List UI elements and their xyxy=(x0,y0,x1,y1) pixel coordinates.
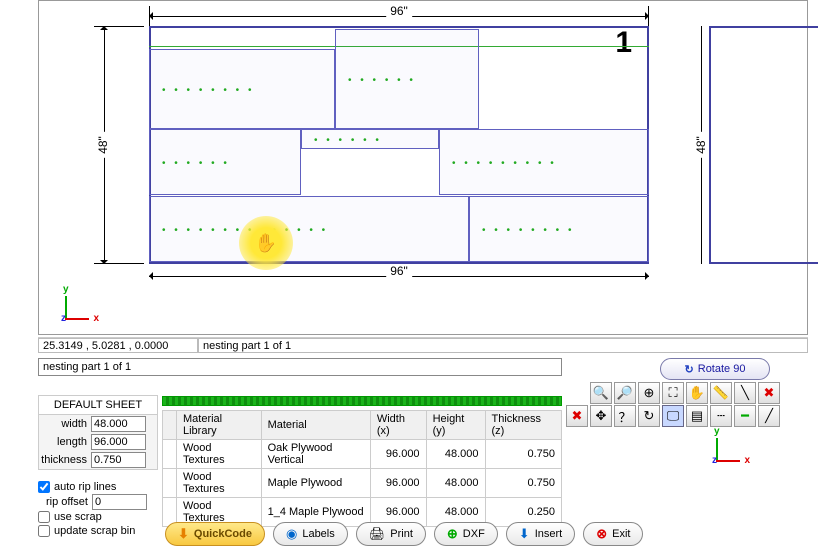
nested-part[interactable]: • • • • • • • • xyxy=(469,196,649,262)
label-icon: ◉ xyxy=(286,526,297,542)
nested-part[interactable]: • • • • • • • • • • • • • • xyxy=(149,196,469,262)
status-bar: 25.3149 , 5.0281 , 0.0000 nesting part 1… xyxy=(38,337,808,353)
rotate-label: Rotate 90 xyxy=(698,363,746,375)
pan-button[interactable]: ✋ xyxy=(686,382,708,404)
width-input[interactable] xyxy=(91,416,146,432)
green-line-button[interactable]: ━ xyxy=(734,405,756,427)
dim-height-label: 48" xyxy=(96,132,110,158)
col-width: Width (x) xyxy=(370,411,426,440)
delete-button[interactable]: ✖ xyxy=(758,382,780,404)
dimension-left: 48" xyxy=(94,26,114,264)
zoom-extents-button[interactable]: ⊕ xyxy=(638,382,660,404)
dimension-left-2: 48" xyxy=(692,26,710,264)
view-toolbar-1: 🔍 🔎 ⊕ ⛶ ✋ 📏 ╲ ✖ xyxy=(590,382,780,404)
rotate-90-button[interactable]: ↻ Rotate 90 xyxy=(660,358,770,380)
nesting-progress-field xyxy=(38,358,562,376)
progress-bar xyxy=(162,396,562,406)
drill-holes: • • • • • • xyxy=(348,76,416,86)
axis-gizmo-panel: z xyxy=(694,428,738,472)
nested-part[interactable]: • • • • • • xyxy=(149,129,301,195)
layers-button[interactable]: ▤ xyxy=(686,405,708,427)
exit-button[interactable]: ⊗Exit xyxy=(583,522,643,546)
labels-button[interactable]: ◉Labels xyxy=(273,522,348,546)
table-row[interactable]: Wood TexturesMaple Plywood96.00048.0000.… xyxy=(163,469,562,498)
measure-button[interactable]: 📏 xyxy=(710,382,732,404)
dimension-top: 96" xyxy=(149,6,649,26)
insert-button[interactable]: ⬇Insert xyxy=(506,522,575,546)
col-material: Material xyxy=(261,411,370,440)
info-button[interactable]: ？ xyxy=(614,405,636,427)
action-button-row: ⬇QuickCode ◉Labels 🖨Print ⊕DXF ⬇Insert ⊗… xyxy=(165,522,643,546)
dim-width-label: 96" xyxy=(386,4,412,18)
nested-part[interactable]: • • • • • • • • • xyxy=(439,129,649,195)
delete-2-button[interactable]: ✖ xyxy=(566,405,588,427)
col-thickness: Thickness (z) xyxy=(485,411,561,440)
nested-part[interactable]: • • • • • • • • xyxy=(149,49,335,129)
col-height: Height (y) xyxy=(426,411,485,440)
drill-holes: • • • • • • • • xyxy=(162,86,254,96)
thickness-label: thickness xyxy=(41,454,91,466)
zoom-out-button[interactable]: 🔎 xyxy=(614,382,636,404)
quickcode-button[interactable]: ⬇QuickCode xyxy=(165,522,265,546)
length-label: length xyxy=(41,436,91,448)
default-sheet-title: DEFAULT SHEET xyxy=(39,396,157,415)
close-icon: ⊗ xyxy=(596,526,607,542)
axis-gizmo: z xyxy=(43,286,87,330)
dash-line-button[interactable]: ┄ xyxy=(710,405,732,427)
drill-holes: • • • • • • • • • xyxy=(452,159,557,169)
print-button[interactable]: 🖨Print xyxy=(356,522,426,546)
rotate-icon: ↻ xyxy=(685,363,694,376)
hand-cursor-icon: ✋ xyxy=(255,233,277,254)
nested-part[interactable]: • • • • • • xyxy=(335,29,479,129)
insert-icon: ⬇ xyxy=(519,526,530,542)
length-input[interactable] xyxy=(91,434,146,450)
down-arrow-icon: ⬇ xyxy=(178,526,189,542)
move-button[interactable]: ✥ xyxy=(590,405,612,427)
dim-bottom-label: 96" xyxy=(386,264,412,278)
drill-holes: • • • • • • • • xyxy=(482,226,574,236)
edge-button[interactable]: ╲ xyxy=(734,382,756,404)
cursor-highlight: ✋ xyxy=(239,216,293,270)
drill-holes: • • • • • • xyxy=(162,159,230,169)
thickness-input[interactable] xyxy=(91,452,146,468)
rip-offset-label: rip offset xyxy=(38,496,88,508)
nested-part[interactable]: • • • • • • xyxy=(301,129,439,149)
zoom-window-button[interactable]: ⛶ xyxy=(662,382,684,404)
plus-icon: ⊕ xyxy=(447,526,458,542)
dxf-button[interactable]: ⊕DXF xyxy=(434,522,498,546)
width-label: width xyxy=(41,418,91,430)
status-message: nesting part 1 of 1 xyxy=(198,338,808,353)
table-row[interactable]: Wood TexturesOak Plywood Vertical96.0004… xyxy=(163,440,562,469)
nesting-viewport[interactable]: 96" 48" 1 • • • • • • • • • • • • • • • … xyxy=(38,0,808,335)
zoom-in-button[interactable]: 🔍 xyxy=(590,382,612,404)
view-toolbar-2: ✖ ✥ ？ ↻ 🖵 ▤ ┄ ━ ╱ xyxy=(566,405,780,427)
rip-offset-input[interactable] xyxy=(92,494,147,510)
default-sheet-panel: DEFAULT SHEET width length thickness xyxy=(38,395,158,470)
status-coords: 25.3149 , 5.0281 , 0.0000 xyxy=(38,338,198,353)
printer-icon: 🖨 xyxy=(369,526,386,542)
sheet-2-preview xyxy=(709,26,818,264)
screen-button[interactable]: 🖵 xyxy=(662,405,684,427)
diag-line-button[interactable]: ╱ xyxy=(758,405,780,427)
dimension-bottom: 96" xyxy=(149,266,649,286)
col-library: Material Library xyxy=(177,411,262,440)
drill-holes: • • • • • • xyxy=(314,136,382,146)
material-table[interactable]: Material Library Material Width (x) Heig… xyxy=(162,410,562,527)
refresh-button[interactable]: ↻ xyxy=(638,405,660,427)
